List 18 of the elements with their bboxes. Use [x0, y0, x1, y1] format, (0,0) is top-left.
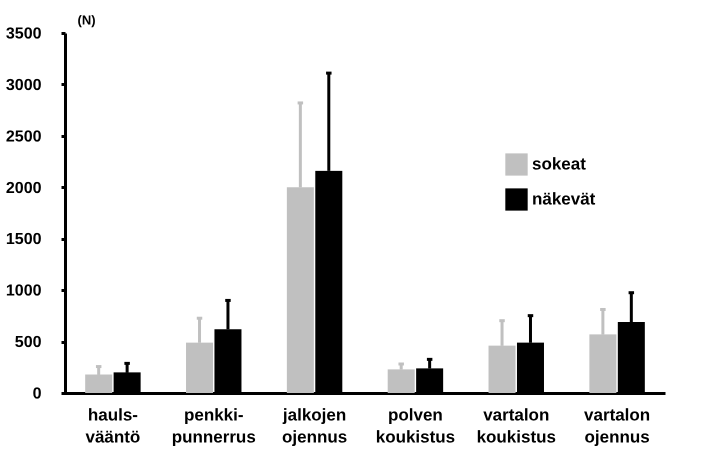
- y-tick-label: 0: [32, 386, 42, 402]
- bar: [388, 369, 415, 393]
- y-axis-title: (N): [78, 12, 96, 28]
- y-tick-label: 3000: [6, 76, 42, 94]
- y-tick-label: 500: [14, 334, 42, 352]
- x-tick-label: penkki- punnerrus: [172, 406, 256, 446]
- legend-label: näkevät: [532, 190, 596, 208]
- x-tick-label: hauls- vääntö: [86, 406, 140, 446]
- x-tick-label: jalkojen ojennus: [282, 406, 348, 446]
- y-tick-label: 1500: [6, 231, 42, 248]
- x-tick-label: polven koukistus: [376, 406, 456, 446]
- y-tick-label: 2000: [6, 180, 42, 197]
- y-tick-label: 3500: [6, 26, 42, 42]
- x-tick-label: vartalon koukistus: [476, 406, 556, 446]
- y-tick-label: 1000: [6, 282, 42, 300]
- y-tick-label: 2500: [6, 128, 42, 146]
- x-tick-label: vartalon ojennus: [584, 406, 650, 446]
- legend-label: sokeat: [532, 154, 586, 174]
